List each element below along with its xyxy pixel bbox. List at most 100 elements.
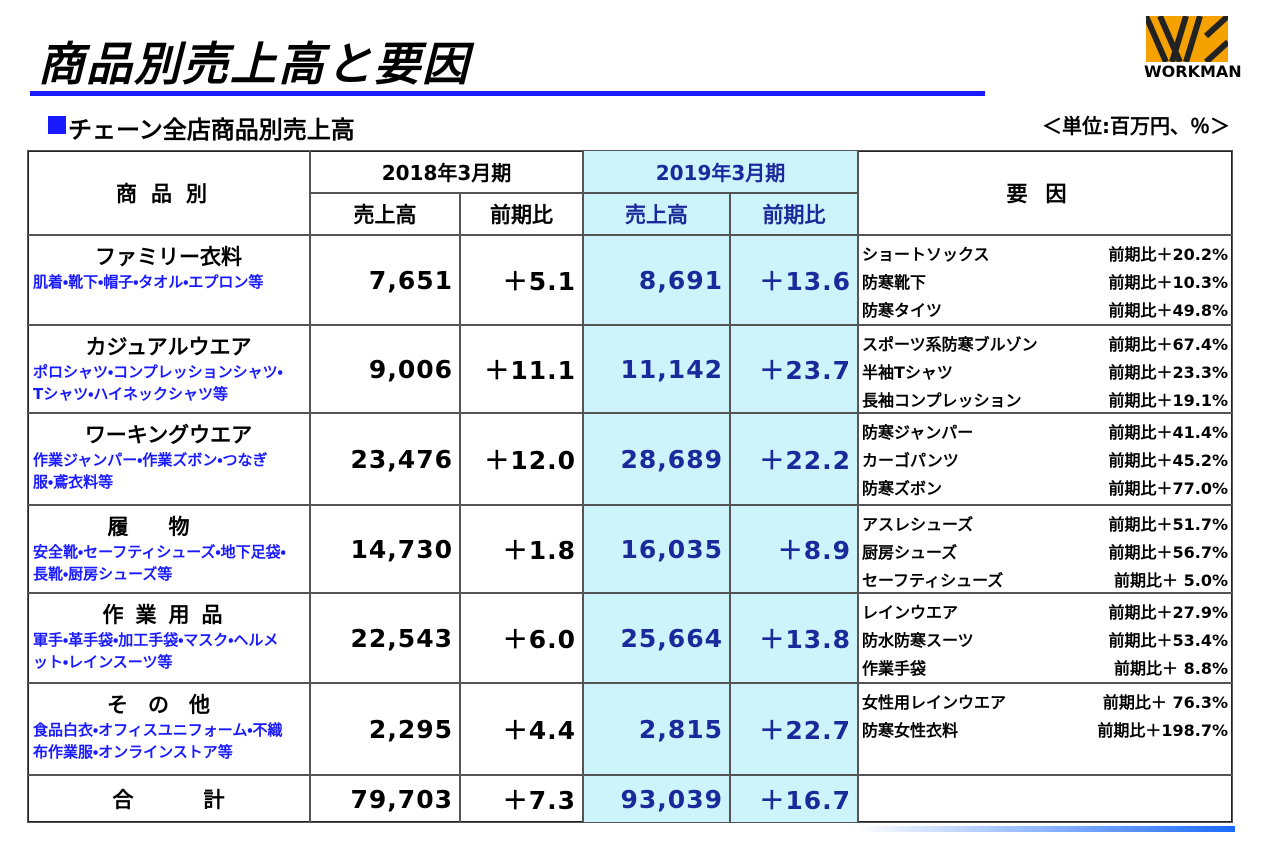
row-cell — [27, 593, 310, 683]
factor-cell — [858, 593, 1233, 683]
factor-item: 防寒ズボン — [862, 479, 943, 498]
product-desc: 安全靴・セーフティシューズ・地下足袋・長靴・厨房シューズ等 — [33, 543, 286, 583]
value-cell: 8,691 — [583, 235, 730, 325]
factor-item: 防水防寒スーツ — [862, 631, 974, 650]
factor-change: 前期比＋23.3% — [1108, 363, 1228, 382]
factor-change: 前期比＋41.4% — [1108, 423, 1228, 442]
header-cell: 商品別 — [27, 150, 310, 235]
factor-change: 前期比＋53.4% — [1108, 631, 1228, 650]
value-cell: ＋7.3 — [460, 775, 583, 823]
factor-change: 前期比＋10.3% — [1108, 273, 1228, 292]
factor-change: 前期比＋ 5.0% — [1114, 571, 1228, 590]
product-desc: 食品白衣・オフィスユニフォーム・不織布作業服・オンラインストア等 — [33, 721, 283, 761]
product-desc: 軍手・革手袋・加工手袋・マスク・ヘルメット・レインスーツ等 — [33, 631, 279, 671]
value-cell: 9,006 — [310, 325, 460, 413]
value-cell: 22,543 — [310, 593, 460, 683]
subtitle: チェーン全店商品別売上高 — [68, 116, 355, 144]
factor-item: 長袖コンプレッション — [862, 391, 1022, 410]
product-desc: ポロシャツ・コンプレッションシャツ・Tシャツ・ハイネックシャツ等 — [33, 363, 283, 403]
total-factor-cell — [858, 775, 1233, 823]
value-cell: 2,295 — [310, 683, 460, 775]
factor-item: レインウエア — [862, 603, 959, 622]
header-cell: 売上高 — [310, 193, 460, 235]
value-cell: ＋5.1 — [460, 235, 583, 325]
factor-cell — [858, 683, 1233, 775]
factor-change: 前期比＋51.7% — [1108, 515, 1228, 534]
value-cell: ＋12.0 — [460, 413, 583, 505]
factor-item: 防寒靴下 — [862, 273, 927, 292]
value-cell: 2,815 — [583, 683, 730, 775]
product-desc: 肌着・靴下・帽子・タオル・エプロン等 — [33, 273, 264, 291]
value-cell: ＋23.7 — [730, 325, 858, 413]
value-cell: ＋8.9 — [730, 505, 858, 593]
footer-bar — [855, 826, 1235, 832]
unit-note: ＜単位:百万円、％＞ — [1042, 114, 1230, 138]
header-cell: 前期比 — [460, 193, 583, 235]
factor-change: 前期比＋49.8% — [1108, 301, 1228, 320]
row-cell — [27, 505, 310, 593]
factor-item: 防寒タイツ — [862, 301, 943, 320]
factor-change: 前期比＋ 76.3% — [1102, 693, 1228, 712]
product-name: 作業用品 — [102, 603, 235, 627]
bullet-square — [48, 116, 66, 134]
value-cell: ＋6.0 — [460, 593, 583, 683]
product-name: ファミリー衣料 — [95, 245, 242, 269]
value-cell: 16,035 — [583, 505, 730, 593]
factor-change: 前期比＋19.1% — [1108, 391, 1228, 410]
factor-change: 前期比＋56.7% — [1108, 543, 1228, 562]
factor-item: カーゴパンツ — [862, 451, 959, 470]
header-cell: 2018年3月期 — [310, 150, 583, 193]
factor-change: 前期比＋198.7% — [1097, 721, 1228, 740]
value-cell: 25,664 — [583, 593, 730, 683]
factor-item: スポーツ系防寒ブルゾン — [862, 335, 1038, 354]
product-desc: 作業ジャンパー・作業ズボン・つなぎ服・鳶衣料等 — [33, 451, 268, 491]
product-name: カジュアルウエア — [85, 335, 252, 359]
value-cell: ＋11.1 — [460, 325, 583, 413]
value-cell: 93,039 — [583, 775, 730, 823]
factor-change: 前期比＋45.2% — [1108, 451, 1228, 470]
product-name: 履物 — [107, 515, 230, 539]
factor-item: アスレシューズ — [862, 515, 974, 534]
factor-item: 防寒ジャンパー — [862, 423, 974, 442]
factor-item: 作業手袋 — [862, 659, 927, 678]
factor-item: 防寒女性衣料 — [862, 721, 959, 740]
value-cell: ＋13.6 — [730, 235, 858, 325]
header-cell: 前期比 — [730, 193, 858, 235]
factor-item: 半袖Tシャツ — [862, 363, 953, 382]
header-cell: 要因 — [858, 150, 1233, 235]
logo-mark — [1146, 16, 1228, 62]
title-rule — [30, 91, 985, 96]
value-cell: 79,703 — [310, 775, 460, 823]
header-cell: 2019年3月期 — [583, 150, 858, 193]
factor-cell — [858, 505, 1233, 593]
row-cell — [27, 235, 310, 325]
value-cell: ＋16.7 — [730, 775, 858, 823]
value-cell: 11,142 — [583, 325, 730, 413]
value-cell: 14,730 — [310, 505, 460, 593]
title: 商品別売上高と要因 — [38, 37, 470, 91]
value-cell: ＋22.2 — [730, 413, 858, 505]
value-cell: ＋13.8 — [730, 593, 858, 683]
product-name: その他 — [107, 693, 230, 717]
factor-change: 前期比＋ 8.8% — [1114, 659, 1228, 678]
factor-change: 前期比＋67.4% — [1108, 335, 1228, 354]
value-cell: ＋1.8 — [460, 505, 583, 593]
total-cell: 合計 — [27, 775, 310, 823]
factor-item: ショートソックス — [862, 245, 990, 264]
factor-item: 厨房シューズ — [862, 543, 958, 562]
logo-text: WORKMAN — [1144, 62, 1242, 81]
factor-item: セーフティシューズ — [862, 571, 1004, 590]
factor-cell — [858, 413, 1233, 505]
value-cell: 7,651 — [310, 235, 460, 325]
factor-change: 前期比＋77.0% — [1108, 479, 1228, 498]
factor-cell — [858, 325, 1233, 413]
factor-change: 前期比＋20.2% — [1108, 245, 1228, 264]
value-cell: 28,689 — [583, 413, 730, 505]
value-cell: ＋4.4 — [460, 683, 583, 775]
factor-cell — [858, 235, 1233, 325]
row-cell — [27, 413, 310, 505]
product-name: ワーキングウエア — [84, 423, 253, 447]
row-cell — [27, 325, 310, 413]
